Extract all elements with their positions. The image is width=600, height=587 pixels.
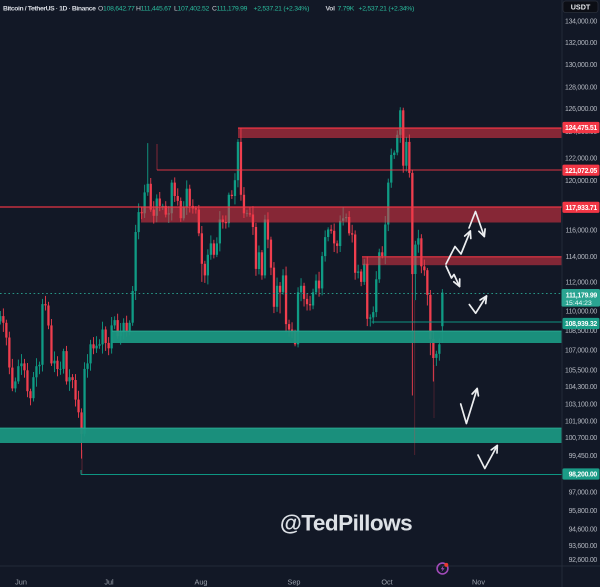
svg-text:124,475.51: 124,475.51: [565, 125, 597, 132]
svg-text:O108,642.77: O108,642.77: [98, 6, 135, 13]
svg-text:L107,402.52: L107,402.52: [174, 6, 210, 13]
svg-text:Nov: Nov: [472, 578, 485, 587]
svg-text:94,600.00: 94,600.00: [569, 526, 598, 533]
svg-text:122,000.00: 122,000.00: [565, 156, 597, 163]
svg-text:Aug: Aug: [195, 578, 208, 587]
svg-text:93,600.00: 93,600.00: [569, 543, 598, 550]
svg-text:108,939.32: 108,939.32: [565, 321, 597, 328]
svg-text:97,000.00: 97,000.00: [569, 490, 598, 497]
svg-text:Sep: Sep: [288, 578, 301, 587]
svg-text:120,000.00: 120,000.00: [565, 178, 597, 185]
svg-text:107,000.00: 107,000.00: [565, 348, 597, 355]
svg-text:126,000.00: 126,000.00: [565, 106, 597, 113]
svg-text:Vol: Vol: [326, 6, 336, 13]
svg-text:112,000.00: 112,000.00: [566, 280, 598, 287]
svg-text:110,000.00: 110,000.00: [566, 309, 598, 316]
svg-text:+2,537.21 (+2.34%): +2,537.21 (+2.34%): [254, 6, 310, 13]
svg-text:134,000.00: 134,000.00: [565, 18, 597, 25]
svg-text:99,450.00: 99,450.00: [569, 453, 598, 460]
svg-text:USDT: USDT: [571, 3, 591, 12]
svg-text:Jul: Jul: [104, 578, 114, 587]
svg-text:7.79K: 7.79K: [338, 6, 355, 13]
svg-text:121,072.05: 121,072.05: [565, 168, 597, 175]
svg-text:117,933.71: 117,933.71: [565, 205, 597, 212]
svg-text:98,200.00: 98,200.00: [569, 472, 598, 479]
svg-text:132,000.00: 132,000.00: [565, 40, 597, 47]
svg-text:100,700.00: 100,700.00: [565, 435, 597, 442]
svg-text:@TedPillows: @TedPillows: [280, 511, 412, 536]
svg-text:111,179.99: 111,179.99: [566, 292, 598, 299]
svg-text:95,800.00: 95,800.00: [569, 508, 598, 515]
svg-text:105,500.00: 105,500.00: [565, 367, 597, 374]
svg-text:Jun: Jun: [15, 578, 27, 587]
svg-text:92,600.00: 92,600.00: [569, 557, 598, 564]
svg-text:C111,179.99: C111,179.99: [212, 6, 248, 13]
svg-text:Oct: Oct: [381, 578, 392, 587]
svg-text:15:44:23: 15:44:23: [565, 300, 592, 307]
svg-text:128,000.00: 128,000.00: [565, 84, 597, 91]
svg-text:103,100.00: 103,100.00: [565, 401, 597, 408]
svg-text:108,500.00: 108,500.00: [565, 328, 597, 335]
svg-text:H111,445.67: H111,445.67: [136, 6, 172, 13]
svg-text:Bitcoin / TetherUS · 1D · Bina: Bitcoin / TetherUS · 1D · Binance: [3, 6, 96, 13]
svg-text:114,000.00: 114,000.00: [566, 254, 598, 261]
svg-text:101,900.00: 101,900.00: [565, 418, 597, 425]
svg-text:+2,537.21 (+2.34%): +2,537.21 (+2.34%): [359, 6, 415, 13]
svg-text:116,000.00: 116,000.00: [566, 228, 598, 235]
svg-text:104,300.00: 104,300.00: [565, 384, 597, 391]
svg-text:130,000.00: 130,000.00: [565, 62, 597, 69]
